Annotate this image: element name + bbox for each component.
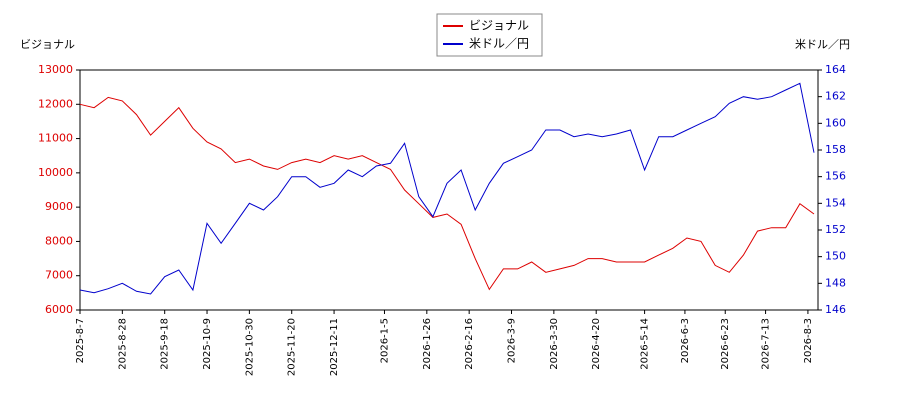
legend-label: 米ドル／円 <box>469 37 529 51</box>
x-tick-label: 2025-9-18 <box>160 318 171 370</box>
y-tick-label: 10000 <box>38 166 73 179</box>
x-tick-label: 2025-10-9 <box>202 318 213 370</box>
legend-box <box>436 13 543 57</box>
x-tick-label: 2025-11-20 <box>287 318 298 376</box>
x-tick-label: 2026-5-14 <box>640 318 651 370</box>
x-tick-label: 2026-7-13 <box>761 318 772 370</box>
x-tick-label: 2026-1-5 <box>379 318 390 363</box>
y2-tick-label: 154 <box>825 196 846 209</box>
x-tick-label: 2025-8-7 <box>75 318 86 363</box>
x-tick-label: 2026-2-16 <box>464 318 475 370</box>
plot-frame <box>79 69 819 311</box>
y-axis-label: ビジョナル <box>20 38 75 51</box>
y2-tick-label: 146 <box>825 303 846 316</box>
y2-tick-label: 156 <box>825 170 846 183</box>
x-tick-label: 2026-1-26 <box>422 318 433 370</box>
y2-tick-label: 150 <box>825 250 846 263</box>
y-tick-label: 9000 <box>45 200 73 213</box>
y2-tick-label: 148 <box>825 276 846 289</box>
y-tick-label: 6000 <box>45 303 73 316</box>
x-tick-label: 2026-3-9 <box>507 318 518 363</box>
y-tick-label: 8000 <box>45 234 73 247</box>
x-tick-label: 2025-8-28 <box>117 318 128 370</box>
x-tick-label: 2025-10-30 <box>244 318 255 376</box>
x-tick-label: 2026-3-30 <box>549 318 560 370</box>
legend-label: ビジョナル <box>469 19 529 33</box>
y-tick-label: 7000 <box>45 269 73 282</box>
y2-tick-label: 162 <box>825 90 846 103</box>
y2-tick-label: 158 <box>825 143 846 156</box>
y2-tick-label: 152 <box>825 223 846 236</box>
y2-axis-label: 米ドル／円 <box>795 38 850 51</box>
x-tick-label: 2026-4-20 <box>591 318 602 370</box>
x-tick-label: 2025-12-11 <box>329 318 340 376</box>
series-line <box>79 82 815 295</box>
y-tick-label: 11000 <box>38 132 73 145</box>
y-tick-label: 13000 <box>38 63 73 76</box>
y-tick-label: 12000 <box>38 97 73 110</box>
x-tick-label: 2026-6-23 <box>720 318 731 370</box>
y2-tick-label: 164 <box>825 63 846 76</box>
x-tick-label: 2026-8-3 <box>803 318 814 363</box>
series-line <box>79 96 815 291</box>
x-tick-label: 2026-6-3 <box>680 318 691 363</box>
y2-tick-label: 160 <box>825 116 846 129</box>
